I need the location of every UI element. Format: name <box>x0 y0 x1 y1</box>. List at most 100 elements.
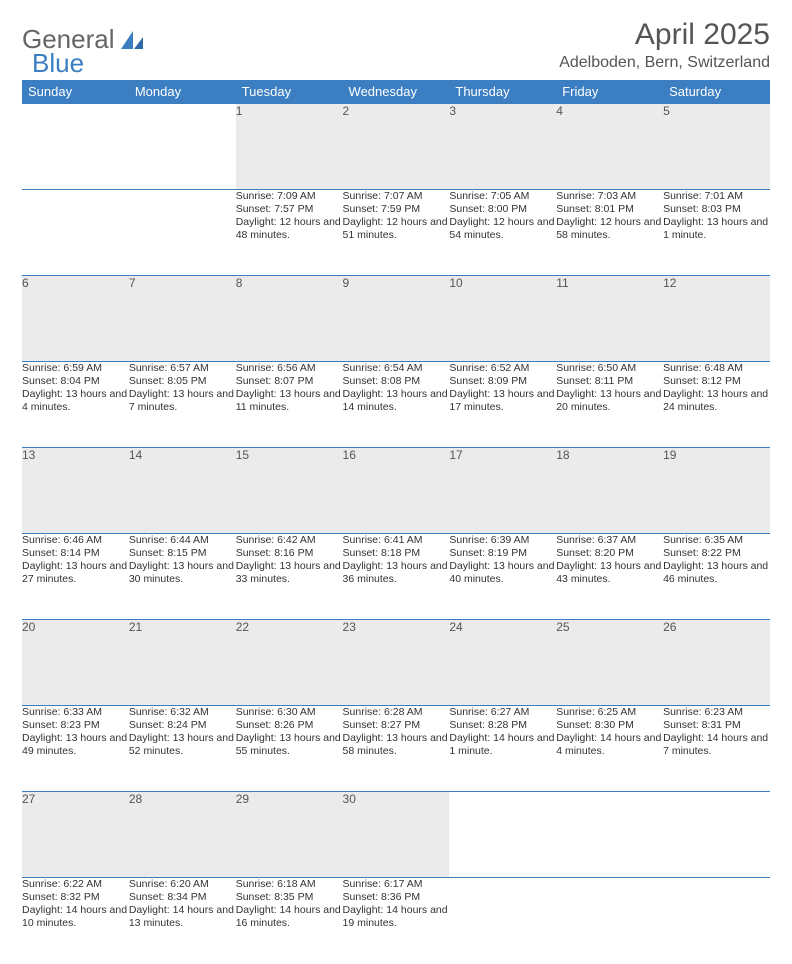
sunrise-line: Sunrise: 6:25 AM <box>556 706 663 719</box>
daylight-line: Daylight: 13 hours and 46 minutes. <box>663 560 770 586</box>
sunrise-line: Sunrise: 7:05 AM <box>449 190 556 203</box>
day-body-cell <box>663 878 770 964</box>
sunrise-line: Sunrise: 6:56 AM <box>236 362 343 375</box>
cell-text: Sunrise: 7:07 AMSunset: 7:59 PMDaylight:… <box>343 190 450 243</box>
daylight-line: Daylight: 13 hours and 55 minutes. <box>236 732 343 758</box>
day-number-cell: 7 <box>129 276 236 362</box>
day-body-cell: Sunrise: 6:44 AMSunset: 8:15 PMDaylight:… <box>129 534 236 620</box>
sunrise-line: Sunrise: 6:50 AM <box>556 362 663 375</box>
day-body-cell: Sunrise: 6:30 AMSunset: 8:26 PMDaylight:… <box>236 706 343 792</box>
cell-text: Sunrise: 6:27 AMSunset: 8:28 PMDaylight:… <box>449 706 556 759</box>
sunrise-line: Sunrise: 6:32 AM <box>129 706 236 719</box>
body-row: Sunrise: 6:33 AMSunset: 8:23 PMDaylight:… <box>22 706 770 792</box>
day-body-cell: Sunrise: 6:20 AMSunset: 8:34 PMDaylight:… <box>129 878 236 964</box>
sunset-line: Sunset: 8:16 PM <box>236 547 343 560</box>
day-number-cell: 21 <box>129 620 236 706</box>
day-header: Wednesday <box>343 80 450 104</box>
day-body-cell: Sunrise: 6:35 AMSunset: 8:22 PMDaylight:… <box>663 534 770 620</box>
sunrise-line: Sunrise: 6:46 AM <box>22 534 129 547</box>
day-number-cell: 29 <box>236 792 343 878</box>
day-number-cell <box>556 792 663 878</box>
day-number-cell: 4 <box>556 104 663 190</box>
daynum-row: 12345 <box>22 104 770 190</box>
sunrise-line: Sunrise: 7:09 AM <box>236 190 343 203</box>
sunrise-line: Sunrise: 6:28 AM <box>343 706 450 719</box>
daylight-line: Daylight: 13 hours and 20 minutes. <box>556 388 663 414</box>
day-header: Tuesday <box>236 80 343 104</box>
sunrise-line: Sunrise: 6:20 AM <box>129 878 236 891</box>
daynum-row: 13141516171819 <box>22 448 770 534</box>
daylight-line: Daylight: 14 hours and 7 minutes. <box>663 732 770 758</box>
day-body-cell: Sunrise: 6:22 AMSunset: 8:32 PMDaylight:… <box>22 878 129 964</box>
sunrise-line: Sunrise: 6:57 AM <box>129 362 236 375</box>
sunset-line: Sunset: 8:24 PM <box>129 719 236 732</box>
sunset-line: Sunset: 8:14 PM <box>22 547 129 560</box>
sunset-line: Sunset: 8:05 PM <box>129 375 236 388</box>
daylight-line: Daylight: 14 hours and 10 minutes. <box>22 904 129 930</box>
daylight-line: Daylight: 14 hours and 19 minutes. <box>343 904 450 930</box>
day-number-cell: 16 <box>343 448 450 534</box>
sunset-line: Sunset: 8:34 PM <box>129 891 236 904</box>
cell-text: Sunrise: 6:22 AMSunset: 8:32 PMDaylight:… <box>22 878 129 931</box>
daylight-line: Daylight: 13 hours and 27 minutes. <box>22 560 129 586</box>
cell-text: Sunrise: 6:28 AMSunset: 8:27 PMDaylight:… <box>343 706 450 759</box>
day-number-cell: 27 <box>22 792 129 878</box>
day-body-cell <box>129 190 236 276</box>
daylight-line: Daylight: 12 hours and 58 minutes. <box>556 216 663 242</box>
daylight-line: Daylight: 13 hours and 30 minutes. <box>129 560 236 586</box>
day-number-cell: 18 <box>556 448 663 534</box>
body-row: Sunrise: 7:09 AMSunset: 7:57 PMDaylight:… <box>22 190 770 276</box>
day-number-cell: 10 <box>449 276 556 362</box>
sunset-line: Sunset: 8:09 PM <box>449 375 556 388</box>
day-body-cell: Sunrise: 6:42 AMSunset: 8:16 PMDaylight:… <box>236 534 343 620</box>
sunset-line: Sunset: 7:57 PM <box>236 203 343 216</box>
sunset-line: Sunset: 7:59 PM <box>343 203 450 216</box>
cell-text: Sunrise: 6:57 AMSunset: 8:05 PMDaylight:… <box>129 362 236 415</box>
cell-text: Sunrise: 6:59 AMSunset: 8:04 PMDaylight:… <box>22 362 129 415</box>
body-row: Sunrise: 6:46 AMSunset: 8:14 PMDaylight:… <box>22 534 770 620</box>
sunset-line: Sunset: 8:22 PM <box>663 547 770 560</box>
day-number-cell: 13 <box>22 448 129 534</box>
daylight-line: Daylight: 14 hours and 4 minutes. <box>556 732 663 758</box>
day-number-cell <box>449 792 556 878</box>
daynum-row: 27282930 <box>22 792 770 878</box>
day-number-cell: 1 <box>236 104 343 190</box>
day-body-cell: Sunrise: 7:09 AMSunset: 7:57 PMDaylight:… <box>236 190 343 276</box>
cell-text: Sunrise: 6:52 AMSunset: 8:09 PMDaylight:… <box>449 362 556 415</box>
sunset-line: Sunset: 8:00 PM <box>449 203 556 216</box>
sunrise-line: Sunrise: 7:01 AM <box>663 190 770 203</box>
daylight-line: Daylight: 13 hours and 1 minute. <box>663 216 770 242</box>
day-body-cell: Sunrise: 6:17 AMSunset: 8:36 PMDaylight:… <box>343 878 450 964</box>
cell-text: Sunrise: 6:50 AMSunset: 8:11 PMDaylight:… <box>556 362 663 415</box>
cell-text: Sunrise: 6:44 AMSunset: 8:15 PMDaylight:… <box>129 534 236 587</box>
sunrise-line: Sunrise: 6:39 AM <box>449 534 556 547</box>
cell-text: Sunrise: 7:03 AMSunset: 8:01 PMDaylight:… <box>556 190 663 243</box>
day-body-cell: Sunrise: 6:28 AMSunset: 8:27 PMDaylight:… <box>343 706 450 792</box>
day-header: Saturday <box>663 80 770 104</box>
sunrise-line: Sunrise: 6:23 AM <box>663 706 770 719</box>
day-body-cell: Sunrise: 6:25 AMSunset: 8:30 PMDaylight:… <box>556 706 663 792</box>
sunset-line: Sunset: 8:23 PM <box>22 719 129 732</box>
day-body-cell: Sunrise: 7:03 AMSunset: 8:01 PMDaylight:… <box>556 190 663 276</box>
title-block: April 2025 Adelboden, Bern, Switzerland <box>559 18 770 72</box>
daylight-line: Daylight: 13 hours and 14 minutes. <box>343 388 450 414</box>
daylight-line: Daylight: 13 hours and 17 minutes. <box>449 388 556 414</box>
day-header-row: SundayMondayTuesdayWednesdayThursdayFrid… <box>22 80 770 104</box>
logo-sail-icon <box>119 29 145 51</box>
daylight-line: Daylight: 14 hours and 13 minutes. <box>129 904 236 930</box>
calendar-table: SundayMondayTuesdayWednesdayThursdayFrid… <box>22 80 770 964</box>
daylight-line: Daylight: 12 hours and 51 minutes. <box>343 216 450 242</box>
daylight-line: Daylight: 13 hours and 7 minutes. <box>129 388 236 414</box>
day-header: Sunday <box>22 80 129 104</box>
day-body-cell: Sunrise: 6:33 AMSunset: 8:23 PMDaylight:… <box>22 706 129 792</box>
day-body-cell: Sunrise: 6:50 AMSunset: 8:11 PMDaylight:… <box>556 362 663 448</box>
day-body-cell: Sunrise: 6:27 AMSunset: 8:28 PMDaylight:… <box>449 706 556 792</box>
day-number-cell <box>129 104 236 190</box>
day-number-cell: 17 <box>449 448 556 534</box>
day-body-cell: Sunrise: 7:07 AMSunset: 7:59 PMDaylight:… <box>343 190 450 276</box>
sunset-line: Sunset: 8:31 PM <box>663 719 770 732</box>
cell-text: Sunrise: 6:48 AMSunset: 8:12 PMDaylight:… <box>663 362 770 415</box>
day-number-cell: 12 <box>663 276 770 362</box>
day-number-cell: 19 <box>663 448 770 534</box>
sunrise-line: Sunrise: 6:52 AM <box>449 362 556 375</box>
